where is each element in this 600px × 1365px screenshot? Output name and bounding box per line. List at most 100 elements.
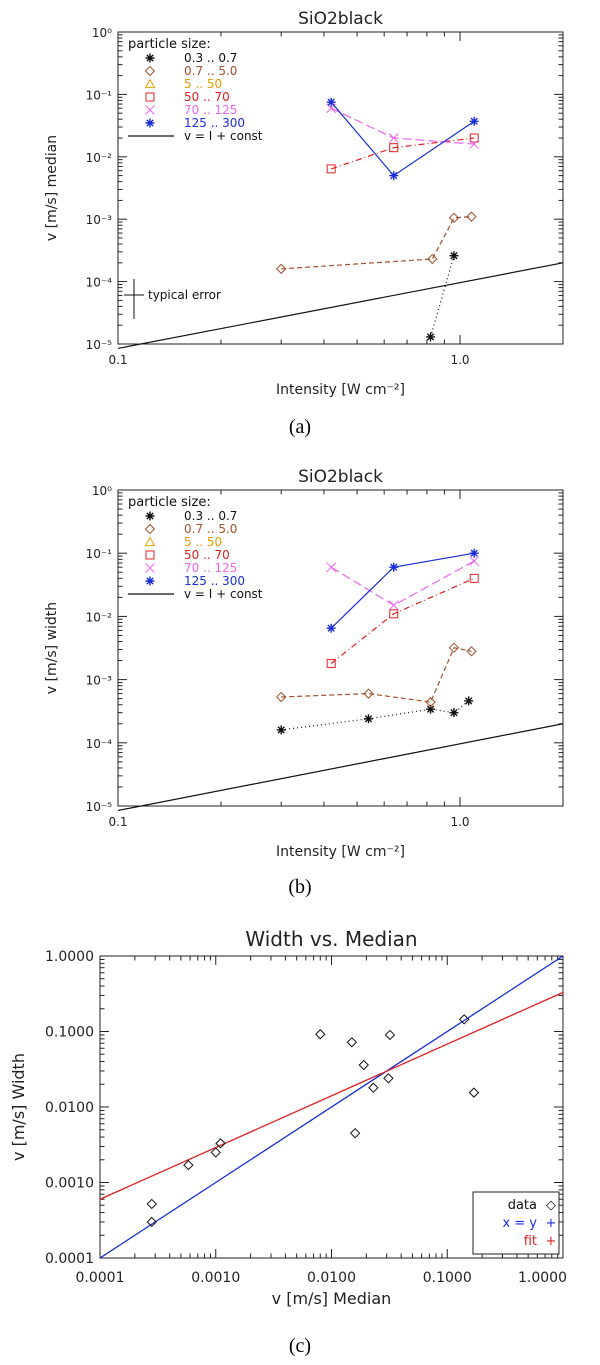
legend-label: 0.3 .. 0.7 xyxy=(184,51,237,65)
series-0 xyxy=(426,251,459,342)
data-point xyxy=(384,1029,396,1041)
data-point xyxy=(389,143,399,153)
y-tick-label: 10⁻² xyxy=(86,610,113,624)
chart-title: Width vs. Median xyxy=(245,927,417,951)
legend-label: 70 .. 125 xyxy=(184,103,237,117)
y-tick-label: 0.0010 xyxy=(45,1176,94,1192)
legend-title: particle size: xyxy=(128,37,211,52)
plot-frame xyxy=(117,31,564,345)
legend-label: 50 .. 70 xyxy=(184,90,230,104)
data-point xyxy=(326,623,336,633)
data-point xyxy=(315,1029,326,1040)
x-axis-label: Intensity [W cm⁻²] xyxy=(276,844,405,860)
data-point xyxy=(466,211,477,222)
series-5 xyxy=(326,548,479,633)
data-point xyxy=(368,1082,379,1093)
data-point xyxy=(427,253,438,265)
legend-label: 0.3 .. 0.7 xyxy=(184,509,237,523)
data-point xyxy=(326,562,337,573)
data-point xyxy=(466,646,477,657)
data-point xyxy=(146,1198,157,1210)
legend-label: 5 .. 50 xyxy=(184,535,222,549)
data-point xyxy=(363,688,374,699)
series-3 xyxy=(326,133,479,174)
data-point xyxy=(458,1014,470,1025)
data-point xyxy=(358,1059,369,1071)
legend-marker xyxy=(144,536,156,547)
panel-caption: (b) xyxy=(288,876,311,898)
data-point xyxy=(146,1216,157,1228)
series-line xyxy=(330,577,475,664)
data-point xyxy=(449,251,459,261)
y-tick-label: 0.0100 xyxy=(45,1100,94,1116)
y-tick-label: 0.1000 xyxy=(45,1025,94,1041)
legend-label: x = y xyxy=(502,1216,537,1231)
series-3 xyxy=(326,573,479,668)
legend-marker xyxy=(145,105,155,115)
panel-caption: (c) xyxy=(289,1335,311,1357)
x-axis-label: v [m/s] Median xyxy=(272,1289,392,1308)
data-point xyxy=(425,696,436,708)
data-point xyxy=(326,164,336,174)
legend-label: 70 .. 125 xyxy=(184,561,237,575)
x-tick-label: 0.1000 xyxy=(423,1270,472,1286)
y-axis-label: v [m/s] width xyxy=(44,602,60,694)
chart-b: SiO2black 0.1 1.0 10⁻⁵ 10⁻⁴ 10⁻³ 10⁻² 10⁻¹ 10⁰ In… xyxy=(44,467,564,898)
plot-frame xyxy=(117,489,564,807)
data-point xyxy=(449,708,459,718)
legend-label: fit xyxy=(524,1234,537,1249)
data-point xyxy=(276,725,286,735)
chart-title: SiO2black xyxy=(298,9,383,29)
data-point xyxy=(389,609,399,619)
y-tick-label: 10⁻¹ xyxy=(86,88,113,102)
y-tick-label: 10⁰ xyxy=(92,484,112,498)
line-fit xyxy=(100,991,563,1200)
data-point xyxy=(326,658,336,668)
data-point xyxy=(183,1159,194,1171)
data-point xyxy=(468,1087,480,1098)
x-tick-label: 0.0100 xyxy=(307,1270,356,1286)
reference-line xyxy=(117,262,564,349)
legend-marker xyxy=(144,78,156,89)
y-tick-label: 0.0001 xyxy=(45,1251,94,1267)
x-tick-label: 1.0000 xyxy=(518,1270,567,1286)
series-line xyxy=(331,137,475,170)
legend-label: 0.7 .. 5.0 xyxy=(184,64,237,78)
y-tick-label: 10⁻³ xyxy=(86,213,113,227)
data-point xyxy=(346,1037,358,1048)
legend-marker xyxy=(144,65,156,77)
legend-box xyxy=(472,1191,560,1255)
legend-marker xyxy=(145,53,155,63)
data-point xyxy=(383,1073,394,1084)
legend-label: 5 .. 50 xyxy=(184,77,222,91)
series-line xyxy=(330,560,475,606)
legend-symbol: + xyxy=(546,1216,557,1231)
legend-label: 50 .. 70 xyxy=(184,548,230,562)
legend-symbol: ◇ xyxy=(546,1198,556,1213)
legend-symbol: + xyxy=(546,1234,557,1249)
y-tick-label: 10⁻⁴ xyxy=(86,737,113,751)
y-tick-label: 1.0000 xyxy=(45,949,94,965)
data-point xyxy=(364,714,374,724)
series-line xyxy=(330,107,475,145)
series-line xyxy=(430,255,455,338)
data-point xyxy=(426,332,436,342)
y-tick-label: 10⁻⁵ xyxy=(86,800,113,814)
x-axis-label: Intensity [W cm⁻²] xyxy=(276,382,405,398)
data-point xyxy=(448,212,460,224)
x-tick-label: 0.1 xyxy=(108,353,127,367)
y-tick-label: 10⁻⁴ xyxy=(86,276,113,290)
data-points xyxy=(146,1014,480,1228)
chart-title: SiO2black xyxy=(298,467,383,487)
series-line xyxy=(330,552,475,629)
data-point xyxy=(215,1138,226,1149)
data-point xyxy=(469,133,479,143)
series-line xyxy=(281,700,470,731)
legend-marker xyxy=(145,92,155,102)
x-tick-label: 1.0 xyxy=(450,815,469,829)
x-tick-label: 0.0001 xyxy=(76,1270,125,1286)
y-tick-label: 10⁻¹ xyxy=(86,547,113,561)
reference-line xyxy=(117,723,564,812)
line-xy xyxy=(100,956,563,1258)
legend-label: 125 .. 300 xyxy=(184,116,245,130)
